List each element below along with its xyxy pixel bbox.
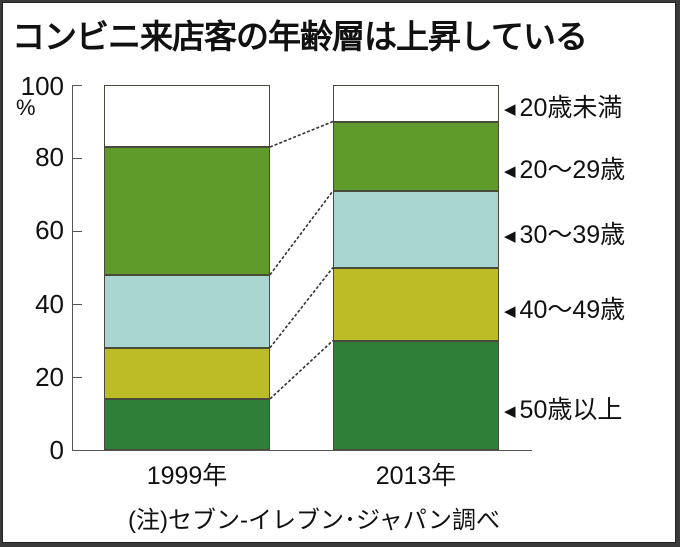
y-axis-unit: %: [16, 95, 36, 120]
y-tick-label-20: 20: [35, 362, 64, 392]
legend-item-20-29: ◀ 20～29歳: [504, 150, 625, 186]
bar-segment: [104, 85, 270, 148]
y-tick-label-40: 40: [35, 289, 64, 319]
pointer-arrow-icon: ◀: [504, 303, 516, 321]
legend-item-40-49: ◀ 40～49歳: [504, 290, 625, 326]
bar-segment: [104, 274, 270, 348]
y-tick-80: [72, 158, 82, 159]
bar-segment: [333, 340, 499, 450]
legend-label: 20歳未満: [519, 94, 623, 122]
y-tick-label-60: 60: [35, 215, 64, 245]
y-tick-label-0: 0: [49, 435, 64, 465]
y-tick-20: [72, 377, 82, 378]
chart-title: コンビニ来店客の年齢層は上昇している: [12, 17, 588, 56]
category-label-1999: 1999年: [146, 462, 228, 490]
legend-item-30-39: ◀ 30～39歳: [504, 215, 625, 251]
legend-label: 40～49歳: [519, 296, 626, 324]
bar-segment: [333, 85, 499, 122]
y-tick-40: [72, 304, 82, 305]
bar-segment: [333, 121, 499, 191]
legend-label: 50歳以上: [519, 396, 623, 424]
bar-1999: [104, 85, 270, 450]
y-tick-60: [72, 231, 82, 232]
pointer-arrow-icon: ◀: [504, 163, 516, 181]
bar-segment: [104, 147, 270, 275]
legend-label: 20～29歳: [519, 156, 626, 184]
y-tick-label-100: 100: [20, 71, 64, 101]
category-label-2013: 2013年: [375, 462, 457, 490]
legend-item-50plus: ◀ 50歳以上: [504, 390, 622, 426]
y-tick-label-80: 80: [35, 142, 64, 172]
pointer-arrow-icon: ◀: [504, 101, 516, 119]
bar-segment: [333, 267, 499, 341]
legend-item-under20: ◀ 20歳未満: [504, 88, 622, 124]
pointer-arrow-icon: ◀: [504, 403, 516, 421]
legend-label: 30～39歳: [519, 221, 626, 249]
pointer-arrow-icon: ◀: [504, 228, 516, 246]
y-tick-100: [72, 85, 82, 86]
bar-segment: [104, 398, 270, 450]
bar-segment: [333, 190, 499, 268]
bar-2013: [333, 85, 499, 450]
y-axis-line: [72, 85, 73, 450]
x-axis-line: [72, 450, 532, 451]
bar-segment: [104, 347, 270, 399]
source-note: (注)セブン-イレブン･ジャパン調べ: [128, 507, 500, 534]
